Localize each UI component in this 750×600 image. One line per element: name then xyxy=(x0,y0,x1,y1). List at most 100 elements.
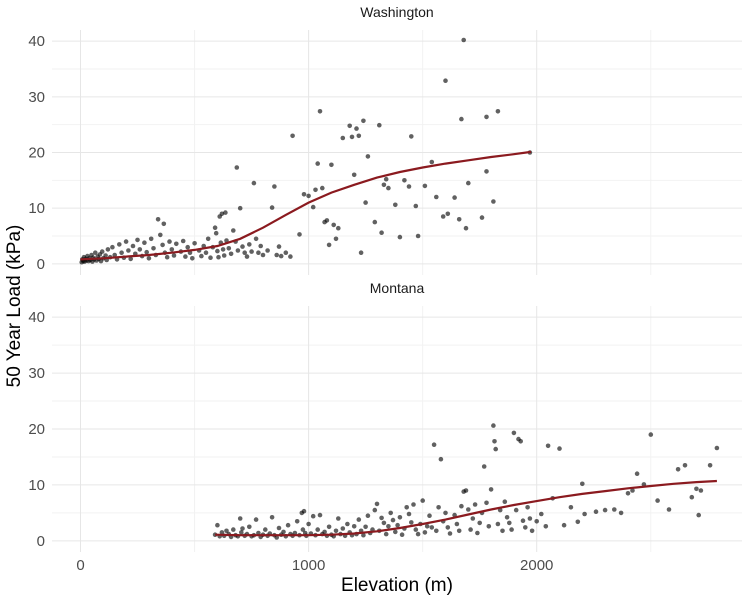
x-tick-label: 1000 xyxy=(292,557,325,574)
data-point xyxy=(675,467,681,472)
data-point xyxy=(434,528,439,534)
data-point xyxy=(256,250,261,255)
data-point xyxy=(326,242,332,248)
data-point xyxy=(219,530,225,535)
data-point xyxy=(128,256,133,262)
data-point xyxy=(454,521,460,527)
data-point xyxy=(290,133,295,139)
data-point xyxy=(336,516,341,521)
data-point xyxy=(655,498,660,503)
data-point xyxy=(354,126,359,131)
data-point xyxy=(322,529,327,535)
data-point xyxy=(502,499,508,505)
data-point xyxy=(358,250,364,255)
data-point xyxy=(244,254,250,259)
data-point xyxy=(602,507,608,513)
data-point xyxy=(472,502,478,507)
data-point xyxy=(119,250,124,255)
data-point xyxy=(265,248,270,253)
data-point xyxy=(466,507,471,512)
trend-line xyxy=(215,479,717,537)
data-point xyxy=(126,248,131,253)
x-axis-ticks: 0 1000 2000 xyxy=(76,557,553,574)
data-point xyxy=(310,513,316,519)
data-point xyxy=(466,180,471,186)
data-point xyxy=(297,232,302,237)
data-point xyxy=(580,481,585,487)
data-point xyxy=(404,505,410,510)
data-point xyxy=(698,488,704,493)
data-point xyxy=(491,423,496,428)
data-point xyxy=(205,236,211,242)
data-point xyxy=(260,252,266,258)
data-point xyxy=(413,203,419,209)
data-point xyxy=(294,519,300,524)
data-point xyxy=(249,249,254,254)
data-point xyxy=(283,250,289,255)
panel-1: 0 10 20 30 40 Montana xyxy=(28,280,742,552)
data-point xyxy=(103,253,108,258)
data-point xyxy=(167,239,172,244)
data-point xyxy=(340,135,346,141)
data-point xyxy=(431,442,437,448)
data-point xyxy=(190,255,195,261)
data-point xyxy=(253,236,259,242)
data-point xyxy=(372,219,378,225)
y-tick-label: 0 xyxy=(37,256,45,273)
data-point xyxy=(221,253,227,258)
data-point xyxy=(269,515,275,520)
data-point xyxy=(518,439,523,444)
data-point xyxy=(112,252,117,258)
data-point xyxy=(402,178,407,183)
data-point xyxy=(269,205,275,210)
data-point xyxy=(648,432,654,437)
data-point xyxy=(315,527,321,532)
data-point xyxy=(306,521,311,527)
chart-panels: 0 10 20 30 40 Washington 0 10 20 30 40 Montana xyxy=(28,4,742,552)
data-point xyxy=(301,192,307,197)
data-point xyxy=(326,524,332,530)
data-point xyxy=(393,529,398,535)
data-point xyxy=(363,524,368,530)
data-point xyxy=(634,471,640,477)
data-point xyxy=(361,118,366,124)
data-point xyxy=(363,200,368,205)
data-point xyxy=(381,182,387,188)
data-point xyxy=(356,517,362,522)
data-point xyxy=(386,524,391,529)
data-point xyxy=(443,510,448,516)
data-point xyxy=(224,528,229,534)
data-point xyxy=(484,169,489,174)
data-point xyxy=(694,486,699,492)
y-tick-label: 10 xyxy=(28,200,45,217)
data-point xyxy=(220,247,226,252)
data-point xyxy=(495,109,501,114)
data-point xyxy=(231,527,236,532)
data-point xyxy=(463,225,469,231)
data-point xyxy=(575,519,581,525)
data-point xyxy=(390,517,396,523)
data-point xyxy=(361,532,366,538)
data-point xyxy=(144,249,149,255)
data-point xyxy=(427,513,432,518)
data-point xyxy=(409,520,414,525)
data-point xyxy=(459,116,464,122)
data-point xyxy=(336,225,341,231)
data-point xyxy=(239,530,244,535)
y-tick-label: 40 xyxy=(28,309,45,326)
data-point xyxy=(561,522,567,528)
data-point xyxy=(160,242,165,248)
trend-line xyxy=(80,150,532,261)
data-point xyxy=(333,528,339,534)
y-tick-label: 30 xyxy=(28,365,45,382)
y-tick-label: 0 xyxy=(37,533,45,550)
data-point xyxy=(242,250,247,255)
data-point xyxy=(276,525,282,531)
panel-title: Montana xyxy=(370,280,425,296)
data-point xyxy=(161,221,167,227)
data-point xyxy=(315,161,321,166)
data-point xyxy=(481,464,487,469)
data-point xyxy=(395,522,400,528)
x-tick-label: 2000 xyxy=(520,557,553,574)
data-point xyxy=(208,255,213,260)
